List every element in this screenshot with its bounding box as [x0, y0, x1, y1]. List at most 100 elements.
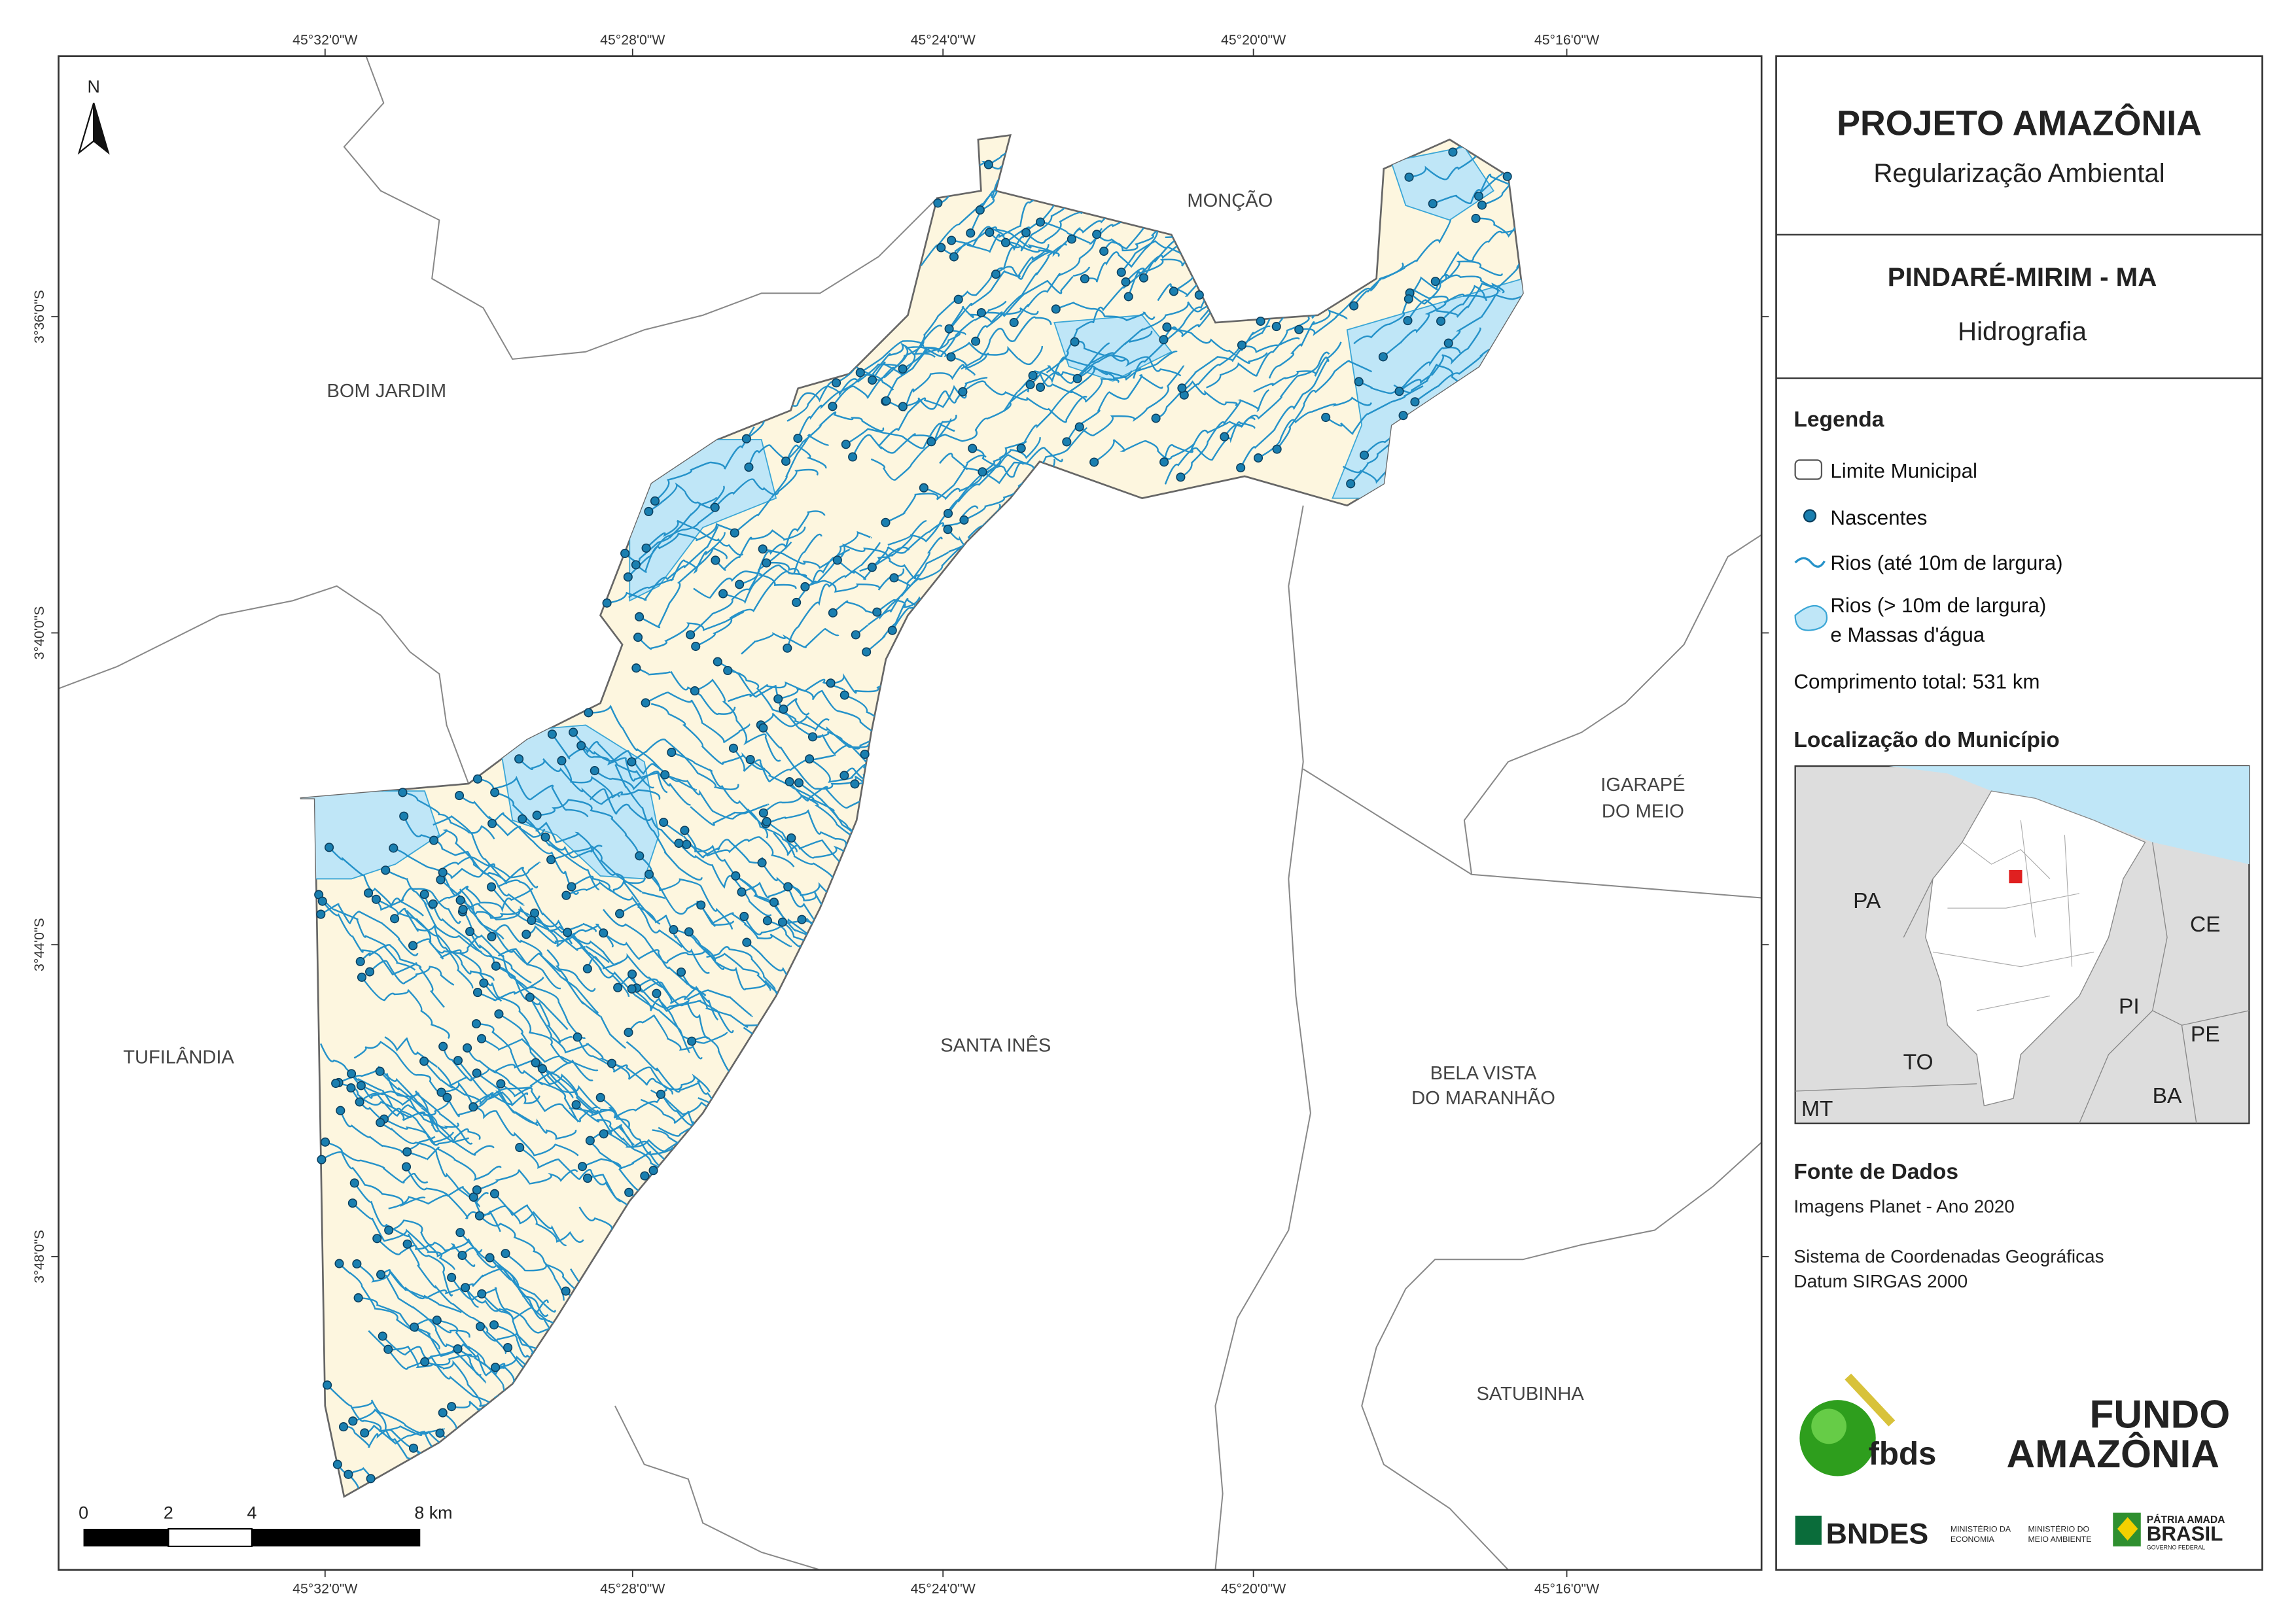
spring	[577, 1162, 588, 1172]
spring	[390, 914, 400, 924]
river	[1164, 421, 1256, 485]
spring	[919, 483, 928, 493]
legend-swatch	[1794, 459, 1823, 480]
river	[353, 1182, 453, 1297]
spring	[563, 928, 573, 937]
spring	[1474, 191, 1484, 201]
spring	[472, 1068, 482, 1078]
spring	[677, 967, 686, 977]
river	[988, 135, 1093, 166]
spring	[839, 771, 849, 780]
river	[459, 1232, 549, 1318]
river	[1076, 350, 1178, 381]
river	[433, 815, 539, 889]
north-label: N	[88, 77, 100, 97]
spring	[1016, 444, 1026, 453]
river	[459, 795, 546, 838]
spring	[420, 1357, 430, 1367]
spring	[710, 502, 720, 512]
river	[402, 792, 495, 840]
spring	[435, 1428, 445, 1438]
spring	[735, 580, 745, 589]
spring	[331, 1079, 341, 1089]
spring	[515, 1143, 525, 1153]
place-label: BOM JARDIM	[327, 381, 447, 402]
river	[359, 944, 445, 1008]
river	[1353, 219, 1451, 307]
spring	[1009, 317, 1019, 328]
spring	[762, 816, 771, 826]
spring	[491, 1363, 501, 1372]
spring	[656, 1089, 666, 1099]
spring	[1448, 147, 1458, 157]
spring	[1410, 397, 1420, 407]
spring	[352, 1259, 362, 1269]
spring	[465, 926, 475, 937]
river	[467, 1047, 574, 1099]
river	[376, 898, 479, 954]
spring	[855, 368, 865, 377]
spring	[399, 811, 409, 821]
spring	[356, 1081, 366, 1091]
spring	[408, 1443, 419, 1453]
spring	[383, 1344, 393, 1354]
spring	[355, 1097, 364, 1107]
spring	[1099, 247, 1109, 256]
logo-text: PÁTRIA AMADA	[2147, 1513, 2225, 1526]
spring	[357, 972, 367, 982]
state-label: CE	[2190, 913, 2221, 937]
logo-text: MINISTÉRIO DO	[2028, 1524, 2089, 1534]
spring	[348, 1416, 358, 1426]
river	[519, 1147, 623, 1202]
river	[405, 1166, 501, 1232]
spring	[783, 882, 793, 892]
river	[603, 909, 725, 970]
spring	[641, 543, 651, 553]
river	[887, 465, 997, 546]
river	[494, 1193, 584, 1243]
legend-label: Rios (até 10m de largura)	[1830, 551, 2062, 574]
source-line: Sistema de Coordenadas Geográficas	[1793, 1246, 2104, 1266]
river	[440, 856, 540, 879]
river	[497, 948, 596, 992]
river	[739, 510, 826, 585]
spring	[674, 839, 684, 848]
river	[1046, 269, 1144, 374]
spring	[745, 755, 755, 765]
spring	[1021, 228, 1031, 237]
boundaries	[58, 56, 1762, 1570]
river	[497, 879, 597, 934]
river	[1475, 175, 1523, 238]
place-label: DO MARANHÃO	[1411, 1087, 1555, 1109]
spring	[463, 1043, 472, 1053]
spring	[644, 506, 654, 517]
spring	[742, 937, 752, 947]
spring	[453, 1056, 463, 1066]
spring	[485, 1253, 495, 1263]
spring	[477, 1289, 487, 1299]
legend-label: Rios (> 10m de largura)	[1830, 594, 2046, 617]
spring	[1436, 316, 1446, 326]
spring	[567, 882, 576, 892]
spring	[872, 607, 882, 617]
spring	[547, 729, 557, 739]
spring	[1477, 200, 1487, 210]
spring	[546, 855, 556, 865]
spring	[627, 984, 637, 994]
spring	[419, 1056, 429, 1066]
river	[760, 712, 870, 748]
river	[631, 973, 734, 1034]
spring	[474, 1211, 484, 1221]
river	[637, 611, 744, 650]
logo-text: AMAZÔNIA	[2007, 1431, 2219, 1476]
spring	[623, 572, 633, 582]
spring	[1025, 379, 1035, 389]
river	[728, 669, 830, 732]
spring	[602, 598, 612, 608]
spring	[347, 1198, 357, 1208]
spring	[728, 743, 739, 753]
river	[319, 1043, 412, 1118]
river	[459, 899, 561, 990]
spring	[398, 788, 408, 797]
